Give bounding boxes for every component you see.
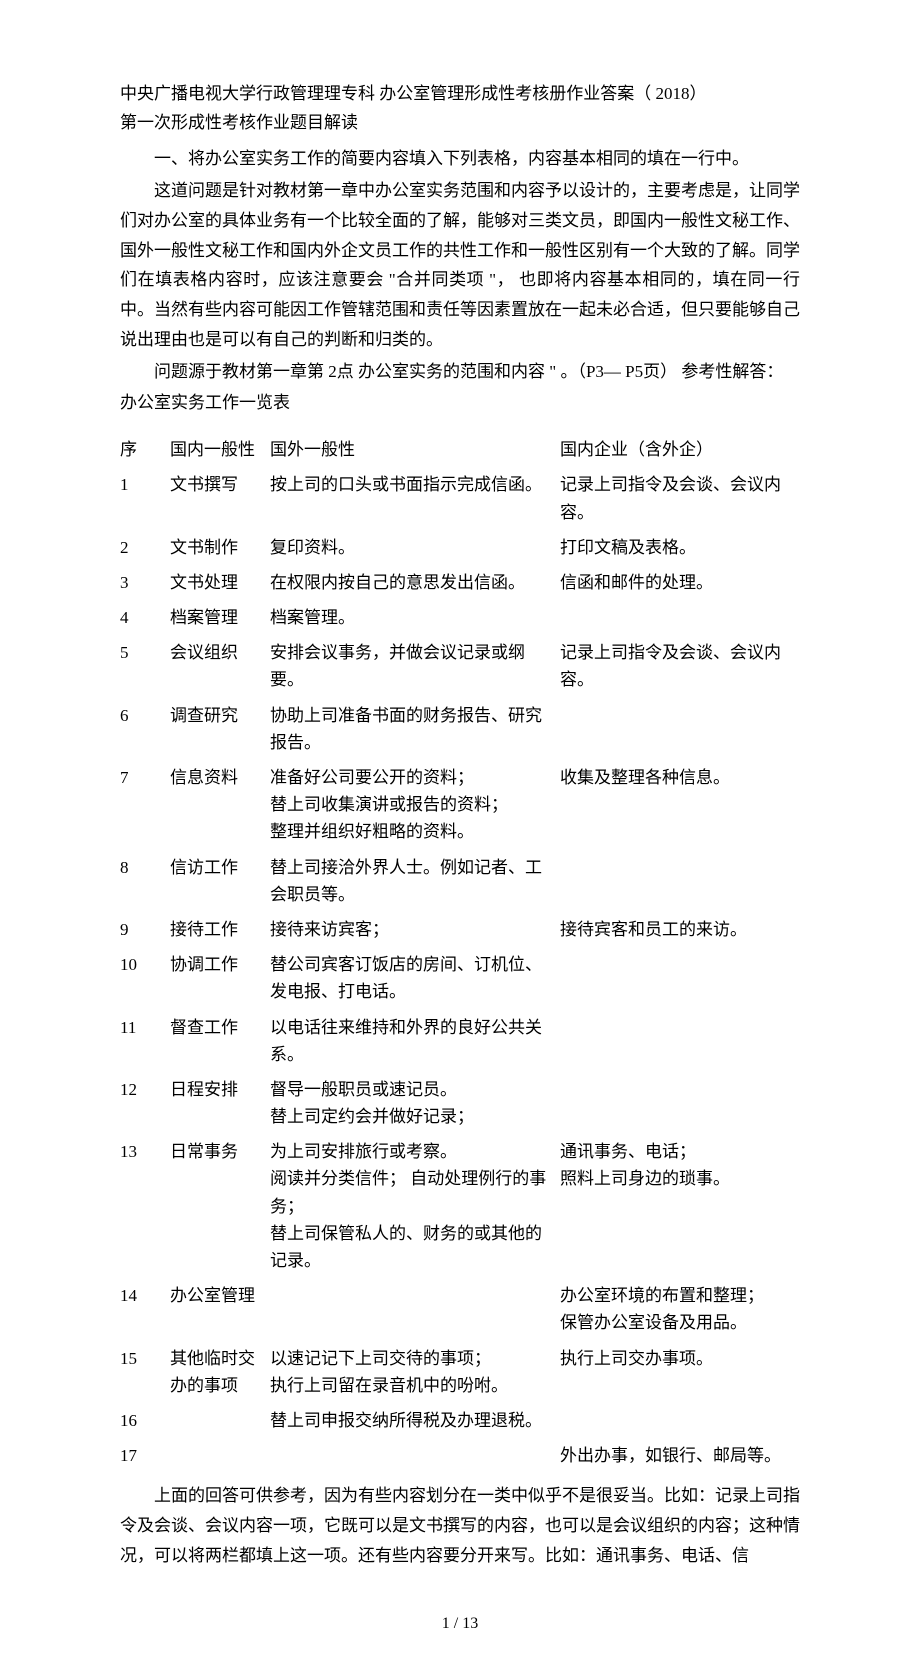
intro-paragraph-3: 问题源于教材第一章第 2点 办公室实务的范围和内容 " 。（P3— P5页） 参…	[120, 357, 800, 387]
table-row: 7信息资料准备好公司要公开的资料； 替上司收集演讲或报告的资料； 整理并组织好粗…	[120, 760, 800, 850]
intro-paragraph-2: 这道问题是针对教材第一章中办公室实务范围和内容予以设计的，主要考虑是，让同学们对…	[120, 176, 800, 355]
table-row: 1文书撰写按上司的口头或书面指示完成信函。记录上司指令及会谈、会议内容。	[120, 467, 800, 529]
cell-seq: 1	[120, 471, 170, 498]
cell-seq: 10	[120, 951, 170, 978]
table-row: 5会议组织安排会议事务，并做会议记录或纲要。记录上司指令及会谈、会议内容。	[120, 635, 800, 697]
table-row: 2文书制作复印资料。打印文稿及表格。	[120, 530, 800, 565]
cell-seq: 14	[120, 1282, 170, 1309]
document-subtitle: 第一次形成性考核作业题目解读	[120, 109, 800, 136]
cell-enterprise: 信函和邮件的处理。	[560, 569, 800, 596]
cell-seq: 9	[120, 916, 170, 943]
cell-seq: 2	[120, 534, 170, 561]
table-row: 13日常事务为上司安排旅行或考察。 阅读并分类信件； 自动处理例行的事务； 替上…	[120, 1134, 800, 1278]
cell-foreign: 以速记记下上司交待的事项； 执行上司留在录音机中的吩咐。	[270, 1345, 560, 1399]
cell-foreign: 安排会议事务，并做会议记录或纲要。	[270, 639, 560, 693]
table-row: 17 外出办事，如银行、邮局等。	[120, 1438, 800, 1473]
header-foreign: 国外一般性	[270, 436, 560, 463]
cell-foreign: 准备好公司要公开的资料； 替上司收集演讲或报告的资料； 整理并组织好粗略的资料。	[270, 764, 560, 846]
cell-foreign: 按上司的口头或书面指示完成信函。	[270, 471, 560, 498]
table-row: 9接待工作接待来访宾客；接待宾客和员工的来访。	[120, 912, 800, 947]
cell-domestic: 接待工作	[170, 916, 270, 943]
cell-seq: 11	[120, 1014, 170, 1041]
cell-foreign: 复印资料。	[270, 534, 560, 561]
cell-seq: 15	[120, 1345, 170, 1372]
table-row: 11督查工作以电话往来维持和外界的良好公共关系。	[120, 1010, 800, 1072]
cell-domestic: 文书制作	[170, 534, 270, 561]
cell-enterprise: 记录上司指令及会谈、会议内容。	[560, 639, 800, 693]
cell-seq: 16	[120, 1407, 170, 1434]
cell-seq: 4	[120, 604, 170, 631]
cell-foreign: 替上司申报交纳所得税及办理退税。	[270, 1407, 560, 1434]
table-row: 14办公室管理 办公室环境的布置和整理； 保管办公室设备及用品。	[120, 1278, 800, 1340]
table-row: 10协调工作替公司宾客订饭店的房间、订机位、发电报、打电话。	[120, 947, 800, 1009]
cell-domestic: 档案管理	[170, 604, 270, 631]
document-title: 中央广播电视大学行政管理理专科 办公室管理形成性考核册作业答案（ 2018）	[120, 80, 800, 107]
table-row: 16 替上司申报交纳所得税及办理退税。	[120, 1403, 800, 1438]
cell-foreign: 替上司接洽外界人士。例如记者、工会职员等。	[270, 854, 560, 908]
cell-foreign: 在权限内按自己的意思发出信函。	[270, 569, 560, 596]
cell-enterprise: 收集及整理各种信息。	[560, 764, 800, 791]
cell-domestic: 日常事务	[170, 1138, 270, 1165]
cell-enterprise: 办公室环境的布置和整理； 保管办公室设备及用品。	[560, 1282, 800, 1336]
table-row: 8信访工作替上司接洽外界人士。例如记者、工会职员等。	[120, 850, 800, 912]
table-row: 4档案管理档案管理。	[120, 600, 800, 635]
cell-domestic: 其他临时交办的事项	[170, 1345, 270, 1399]
cell-foreign: 以电话往来维持和外界的良好公共关系。	[270, 1014, 560, 1068]
cell-domestic: 调查研究	[170, 702, 270, 729]
cell-enterprise: 打印文稿及表格。	[560, 534, 800, 561]
cell-domestic: 文书处理	[170, 569, 270, 596]
cell-domestic: 信访工作	[170, 854, 270, 881]
cell-enterprise: 接待宾客和员工的来访。	[560, 916, 800, 943]
cell-domestic: 督查工作	[170, 1014, 270, 1041]
cell-foreign: 档案管理。	[270, 604, 560, 631]
cell-foreign: 接待来访宾客；	[270, 916, 560, 943]
cell-seq: 3	[120, 569, 170, 596]
intro-paragraph-1: 一、将办公室实务工作的简要内容填入下列表格，内容基本相同的填在一行中。	[120, 144, 800, 174]
cell-enterprise: 通讯事务、电话； 照料上司身边的琐事。	[560, 1138, 800, 1192]
cell-foreign: 为上司安排旅行或考察。 阅读并分类信件； 自动处理例行的事务； 替上司保管私人的…	[270, 1138, 560, 1274]
table-caption: 办公室实务工作一览表	[120, 388, 800, 418]
cell-domestic: 文书撰写	[170, 471, 270, 498]
cell-enterprise: 执行上司交办事项。	[560, 1345, 800, 1372]
table-row: 6调查研究协助上司准备书面的财务报告、研究报告。	[120, 698, 800, 760]
cell-enterprise: 外出办事，如银行、邮局等。	[560, 1442, 800, 1469]
header-seq: 序	[120, 436, 170, 463]
cell-seq: 13	[120, 1138, 170, 1165]
cell-domestic: 信息资料	[170, 764, 270, 791]
outro-paragraph: 上面的回答可供参考，因为有些内容划分在一类中似乎不是很妥当。比如：记录上司指令及…	[120, 1481, 800, 1570]
cell-seq: 17	[120, 1442, 170, 1469]
cell-foreign: 协助上司准备书面的财务报告、研究报告。	[270, 702, 560, 756]
cell-domestic: 日程安排	[170, 1076, 270, 1103]
page-footer: 1 / 13	[120, 1611, 800, 1637]
table-header-row: 序 国内一般性 国外一般性 国内企业（含外企）	[120, 432, 800, 467]
cell-domestic: 协调工作	[170, 951, 270, 978]
header-enterprise: 国内企业（含外企）	[560, 436, 800, 463]
cell-enterprise: 记录上司指令及会谈、会议内容。	[560, 471, 800, 525]
cell-seq: 6	[120, 702, 170, 729]
table-row: 12日程安排督导一般职员或速记员。 替上司定约会并做好记录；	[120, 1072, 800, 1134]
cell-seq: 7	[120, 764, 170, 791]
cell-seq: 8	[120, 854, 170, 881]
header-domestic: 国内一般性	[170, 436, 270, 463]
duties-table: 序 国内一般性 国外一般性 国内企业（含外企） 1文书撰写按上司的口头或书面指示…	[120, 432, 800, 1473]
table-row: 3文书处理在权限内按自己的意思发出信函。信函和邮件的处理。	[120, 565, 800, 600]
cell-foreign: 督导一般职员或速记员。 替上司定约会并做好记录；	[270, 1076, 560, 1130]
cell-seq: 5	[120, 639, 170, 666]
cell-domestic: 办公室管理	[170, 1282, 270, 1309]
cell-domestic: 会议组织	[170, 639, 270, 666]
cell-seq: 12	[120, 1076, 170, 1103]
table-row: 15其他临时交办的事项以速记记下上司交待的事项； 执行上司留在录音机中的吩咐。执…	[120, 1341, 800, 1403]
cell-foreign: 替公司宾客订饭店的房间、订机位、发电报、打电话。	[270, 951, 560, 1005]
